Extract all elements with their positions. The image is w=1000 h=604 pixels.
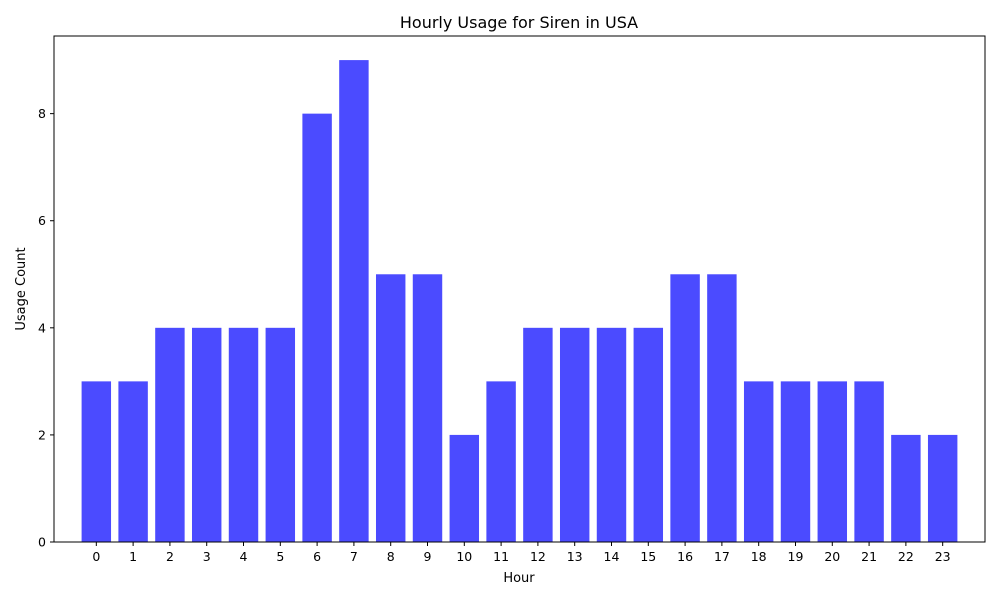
x-tick-label: 17: [714, 549, 730, 564]
x-tick-label: 13: [567, 549, 583, 564]
x-ticks-group: 0 1 2 3 4 5 6 7 8 9 10 11 12 13 14 15 16 17 18 19 20 21 22 23: [92, 542, 951, 564]
x-tick-label: 1: [129, 549, 137, 564]
x-tick-label: 20: [824, 549, 840, 564]
x-tick-label: 16: [677, 549, 693, 564]
x-tick-label: 11: [493, 549, 509, 564]
y-tick-label: 2: [38, 427, 46, 442]
x-tick-label: 0: [92, 549, 100, 564]
bar-hour-20: [817, 381, 848, 542]
y-tick-label: 6: [38, 213, 46, 228]
x-tick-label: 3: [203, 549, 211, 564]
bar-hour-2: [155, 327, 185, 542]
y-tick-label: 4: [38, 320, 46, 335]
x-tick-label: 6: [313, 549, 321, 564]
bars-group: [81, 60, 958, 542]
bar-hour-12: [523, 327, 553, 542]
x-tick-label: 15: [640, 549, 656, 564]
x-tick-label: 10: [456, 549, 472, 564]
bar-hour-1: [118, 381, 148, 542]
y-axis-label: Usage Count: [14, 247, 29, 330]
bar-hour-8: [375, 274, 406, 542]
bar-hour-16: [670, 274, 700, 542]
x-axis-label: Hour: [503, 571, 535, 586]
x-tick-label: 18: [751, 549, 767, 564]
chart-title: Hourly Usage for Siren in USA: [400, 13, 638, 32]
y-ticks-group: 0 2 4 6 8: [38, 106, 54, 550]
y-tick-label: 8: [38, 106, 46, 121]
x-tick-label: 4: [240, 549, 248, 564]
bar-hour-5: [265, 327, 296, 542]
x-tick-label: 5: [276, 549, 284, 564]
x-tick-label: 8: [387, 549, 395, 564]
x-tick-label: 7: [350, 549, 358, 564]
x-tick-label: 19: [788, 549, 804, 564]
x-tick-label: 14: [604, 549, 620, 564]
bar-hour-14: [596, 327, 627, 542]
y-tick-label: 0: [38, 535, 46, 550]
bar-hour-3: [191, 327, 222, 542]
bar-hour-7: [339, 60, 369, 542]
bar-hour-6: [302, 113, 332, 542]
bar-hour-22: [891, 434, 921, 542]
x-tick-label: 22: [898, 549, 914, 564]
bar-hour-15: [633, 327, 664, 542]
bar-hour-23: [927, 434, 958, 542]
bar-hour-11: [486, 381, 516, 542]
bar-hour-10: [449, 434, 480, 542]
x-tick-label: 12: [530, 549, 546, 564]
bar-hour-19: [780, 381, 811, 542]
bar-hour-0: [81, 381, 112, 542]
bar-hour-18: [743, 381, 774, 542]
bar-hour-4: [228, 327, 259, 542]
x-tick-label: 21: [861, 549, 877, 564]
bar-hour-21: [854, 381, 884, 542]
x-tick-label: 2: [166, 549, 174, 564]
x-tick-label: 23: [935, 549, 951, 564]
bar-hour-13: [559, 327, 590, 542]
bar-hour-17: [707, 274, 737, 542]
plot-frame: [53, 35, 986, 543]
bar-hour-9: [412, 274, 443, 542]
x-tick-label: 9: [424, 549, 432, 564]
